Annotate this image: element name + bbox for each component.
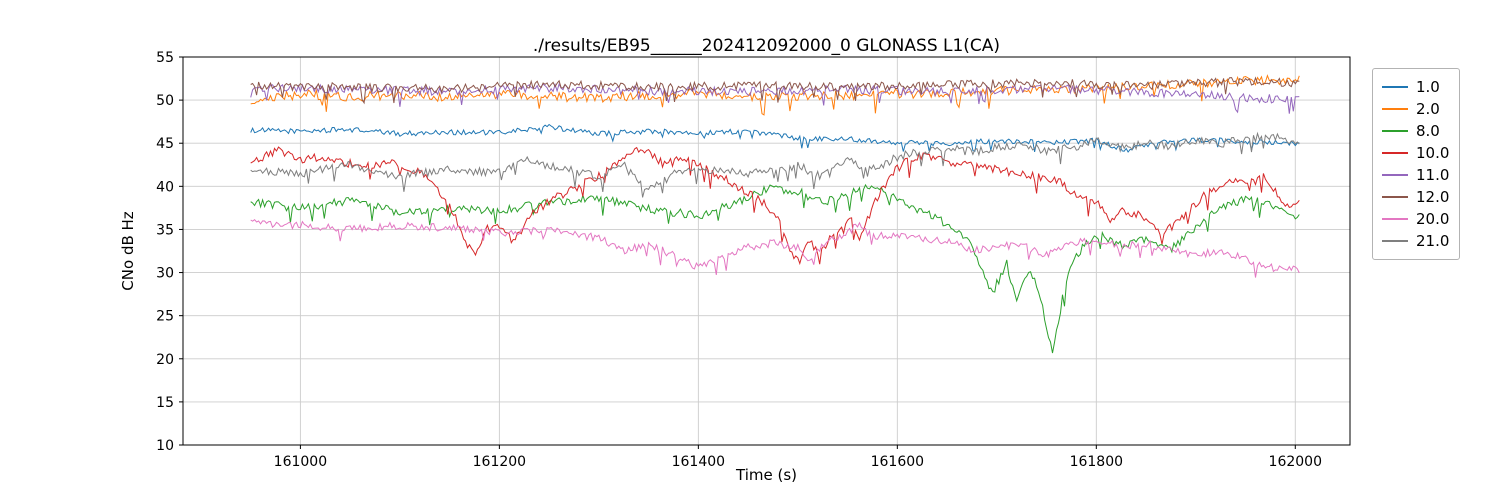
legend-swatch xyxy=(1382,218,1408,220)
series-line-10.0 xyxy=(250,146,1300,266)
x-tick-label: 161200 xyxy=(473,454,526,470)
legend-swatch xyxy=(1382,174,1408,176)
legend-label: 11.0 xyxy=(1416,166,1450,184)
x-tick-label: 161800 xyxy=(1070,454,1123,470)
legend-item: 1.0 xyxy=(1382,76,1449,98)
y-tick-label: 20 xyxy=(156,352,174,368)
legend-item: 2.0 xyxy=(1382,98,1449,120)
legend-label: 2.0 xyxy=(1416,100,1440,118)
x-tick-label: 161600 xyxy=(871,454,924,470)
axes-frame xyxy=(182,56,1351,446)
y-tick-label: 30 xyxy=(156,266,174,282)
legend-item: 21.0 xyxy=(1382,230,1449,252)
y-tick-label: 45 xyxy=(156,136,174,152)
legend-label: 8.0 xyxy=(1416,122,1440,140)
legend-swatch xyxy=(1382,196,1408,198)
x-tick-label: 161400 xyxy=(672,454,725,470)
x-axis-label: Time (s) xyxy=(736,466,797,484)
legend-label: 12.0 xyxy=(1416,188,1450,206)
chart-title: ./results/EB95______202412092000_0 GLONA… xyxy=(532,36,1001,56)
series-line-1.0 xyxy=(250,123,1300,153)
legend-item: 12.0 xyxy=(1382,186,1449,208)
legend-item: 8.0 xyxy=(1382,120,1449,142)
legend-swatch xyxy=(1382,108,1408,110)
x-tick-label: 161000 xyxy=(274,454,327,470)
legend-label: 20.0 xyxy=(1416,210,1450,228)
series-line-12.0 xyxy=(250,76,1300,105)
y-tick-label: 50 xyxy=(156,93,174,109)
series-line-20.0 xyxy=(250,219,1300,278)
legend-label: 1.0 xyxy=(1416,78,1440,96)
legend: 1.0 2.0 8.0 10.0 11.0 12.0 20.0 21.0 xyxy=(1372,68,1461,260)
series-line-21.0 xyxy=(250,131,1300,198)
y-tick-label: 40 xyxy=(156,179,174,195)
y-tick-label: 55 xyxy=(156,50,174,66)
series-line-11.0 xyxy=(250,82,1300,114)
legend-swatch xyxy=(1382,130,1408,132)
y-tick-label: 35 xyxy=(156,222,174,238)
x-tick-label: 162000 xyxy=(1269,454,1322,470)
legend-item: 20.0 xyxy=(1382,208,1449,230)
y-tick-label: 10 xyxy=(156,438,174,454)
series-line-8.0 xyxy=(250,183,1300,354)
legend-swatch xyxy=(1382,86,1408,88)
legend-swatch xyxy=(1382,152,1408,154)
legend-label: 10.0 xyxy=(1416,144,1450,162)
y-tick-label: 15 xyxy=(156,395,174,411)
legend-item: 11.0 xyxy=(1382,164,1449,186)
legend-item: 10.0 xyxy=(1382,142,1449,164)
series-line-2.0 xyxy=(250,74,1300,116)
legend-label: 21.0 xyxy=(1416,232,1450,250)
legend-swatch xyxy=(1382,240,1408,242)
y-tick-label: 25 xyxy=(156,309,174,325)
